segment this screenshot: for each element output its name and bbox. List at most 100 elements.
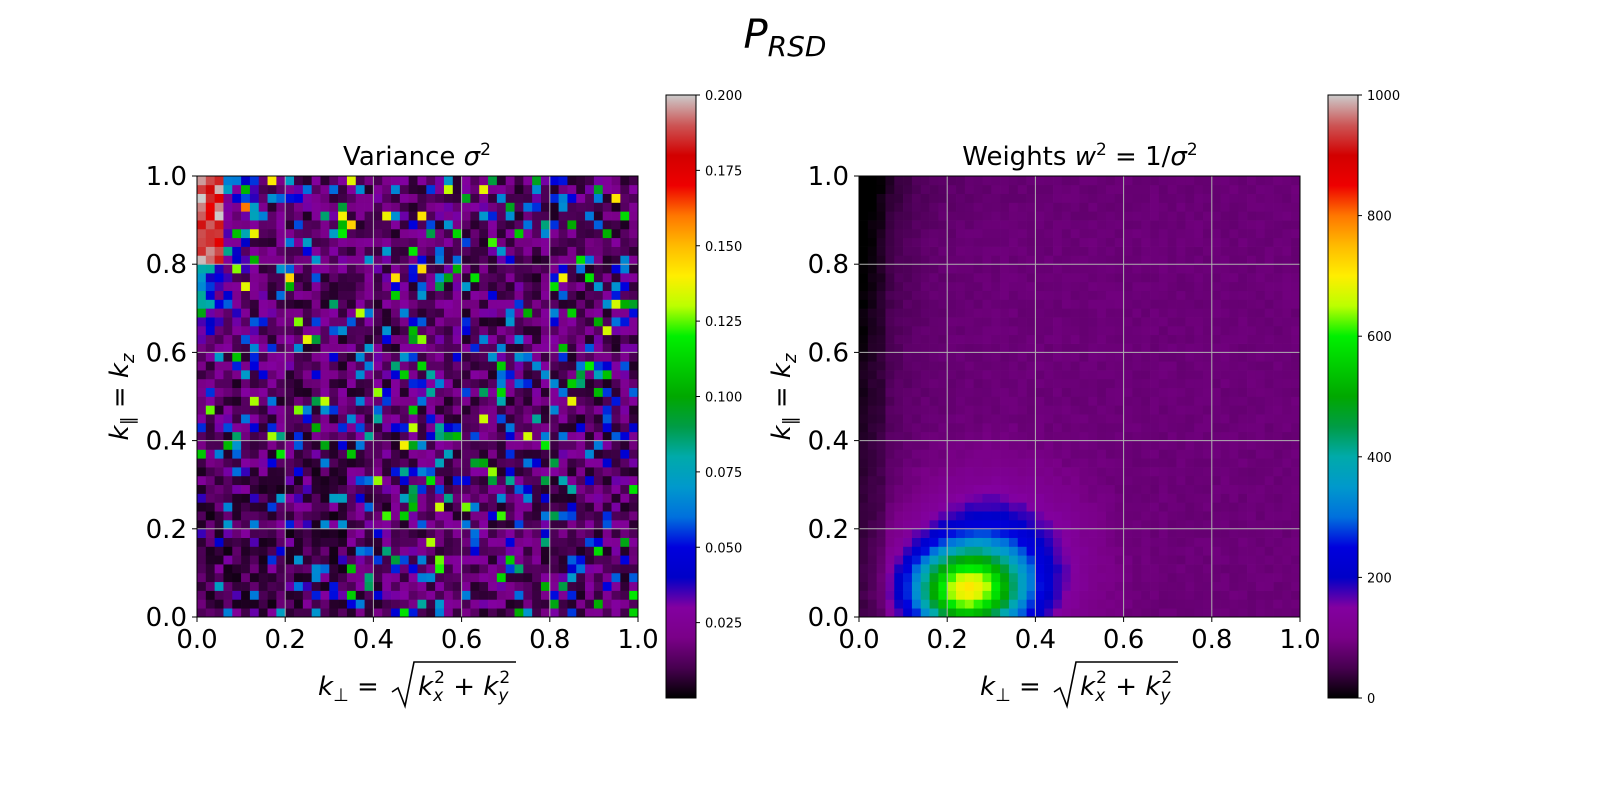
heatmap-cell — [929, 581, 939, 591]
heatmap-cell — [1114, 370, 1124, 380]
heatmap-cell — [947, 467, 957, 477]
heatmap-cell — [329, 519, 339, 530]
heatmap-cell — [346, 458, 357, 468]
heatmap-cell — [302, 572, 313, 583]
heatmap-cell — [1176, 581, 1186, 591]
heatmap-cell — [1017, 511, 1027, 521]
heatmap-cell — [1264, 484, 1274, 494]
heatmap-cell — [532, 352, 542, 362]
heatmap-cell — [1097, 246, 1107, 256]
heatmap-cell — [593, 431, 604, 441]
heatmap-cell — [859, 290, 869, 300]
heatmap-cell — [1070, 361, 1080, 371]
heatmap-cell — [399, 440, 410, 450]
heatmap-cell — [382, 370, 392, 380]
heatmap-cell — [276, 237, 286, 247]
heatmap-cell — [373, 440, 383, 450]
heatmap-cell — [241, 264, 251, 274]
heatmap-cell — [1273, 211, 1283, 221]
heatmap-cell — [964, 281, 975, 292]
heatmap-cell — [576, 608, 586, 618]
heatmap-cell — [355, 370, 365, 380]
heatmap-cell — [1105, 334, 1116, 344]
heatmap-cell — [1176, 387, 1186, 397]
heatmap-cell — [373, 608, 383, 618]
heatmap-cell — [479, 502, 489, 512]
heatmap-cell — [1123, 317, 1133, 327]
heatmap-cell — [505, 317, 515, 327]
heatmap-cell — [1229, 528, 1239, 538]
heatmap-cell — [302, 564, 313, 574]
heatmap-cell — [523, 537, 533, 547]
heatmap-cell — [408, 193, 418, 203]
heatmap-cell — [1185, 519, 1195, 530]
heatmap-cell — [947, 546, 957, 556]
heatmap-cell — [947, 564, 957, 574]
heatmap-cell — [294, 273, 304, 283]
heatmap-cell — [479, 599, 489, 609]
heatmap-cell — [903, 564, 913, 574]
heatmap-cell — [956, 581, 966, 591]
heatmap-cell — [991, 308, 1001, 318]
heatmap-cell — [620, 449, 630, 459]
heatmap-cell — [1150, 608, 1160, 618]
heatmap-cell — [973, 202, 983, 212]
heatmap-cell — [505, 387, 515, 397]
heatmap-cell — [320, 599, 330, 609]
heatmap-cell — [611, 493, 621, 503]
heatmap-cell — [311, 352, 321, 362]
heatmap-cell — [549, 325, 559, 336]
heatmap-cell — [1123, 458, 1133, 468]
heatmap-cell — [382, 246, 392, 256]
heatmap-cell — [1211, 484, 1221, 494]
heatmap-cell — [1141, 273, 1151, 283]
heatmap-cell — [540, 370, 551, 380]
heatmap-cell — [1220, 352, 1230, 362]
heatmap-cell — [1035, 176, 1045, 186]
heatmap-cell — [567, 237, 577, 247]
heatmap-cell — [1026, 237, 1036, 247]
heatmap-cell — [593, 325, 604, 336]
heatmap-cell — [205, 546, 215, 556]
heatmap-cell — [1255, 176, 1266, 186]
heatmap-cell — [956, 334, 966, 344]
heatmap-cell — [903, 361, 913, 371]
heatmap-cell — [1282, 387, 1292, 397]
heatmap-cell — [1202, 608, 1213, 618]
heatmap-cell — [1220, 608, 1230, 618]
heatmap-cell — [929, 475, 939, 486]
heatmap-cell — [258, 422, 268, 433]
heatmap-cell — [938, 422, 948, 433]
heatmap-cell — [241, 422, 251, 433]
heatmap-cell — [956, 290, 966, 300]
heatmap-cell — [373, 449, 383, 459]
heatmap-cell — [276, 440, 286, 450]
heatmap-cell — [576, 255, 586, 265]
heatmap-cell — [929, 528, 939, 538]
heatmap-cell — [479, 202, 489, 212]
heatmap-cell — [249, 202, 260, 212]
heatmap-cell — [346, 237, 357, 247]
heatmap-cell — [435, 211, 445, 221]
heatmap-cell — [911, 396, 922, 406]
heatmap-cell — [885, 370, 895, 380]
heatmap-cell — [214, 511, 224, 521]
heatmap-cell — [1026, 396, 1036, 406]
heatmap-cell — [1194, 299, 1204, 309]
heatmap-cell — [1202, 467, 1213, 477]
heatmap-cell — [911, 184, 922, 194]
heatmap-cell — [567, 281, 577, 292]
heatmap-cell — [1185, 308, 1195, 318]
heatmap-cell — [417, 528, 427, 538]
heatmap-cell — [540, 502, 551, 512]
heatmap-cell — [417, 546, 427, 556]
heatmap-cell — [249, 449, 260, 459]
heatmap-cell — [1194, 228, 1204, 239]
heatmap-cell — [1017, 528, 1027, 538]
heatmap-cell — [276, 273, 286, 283]
heatmap-cell — [294, 449, 304, 459]
heatmap-cell — [320, 555, 330, 565]
heatmap-cell — [364, 519, 374, 530]
heatmap-cell — [1114, 308, 1124, 318]
heatmap-cell — [532, 458, 542, 468]
